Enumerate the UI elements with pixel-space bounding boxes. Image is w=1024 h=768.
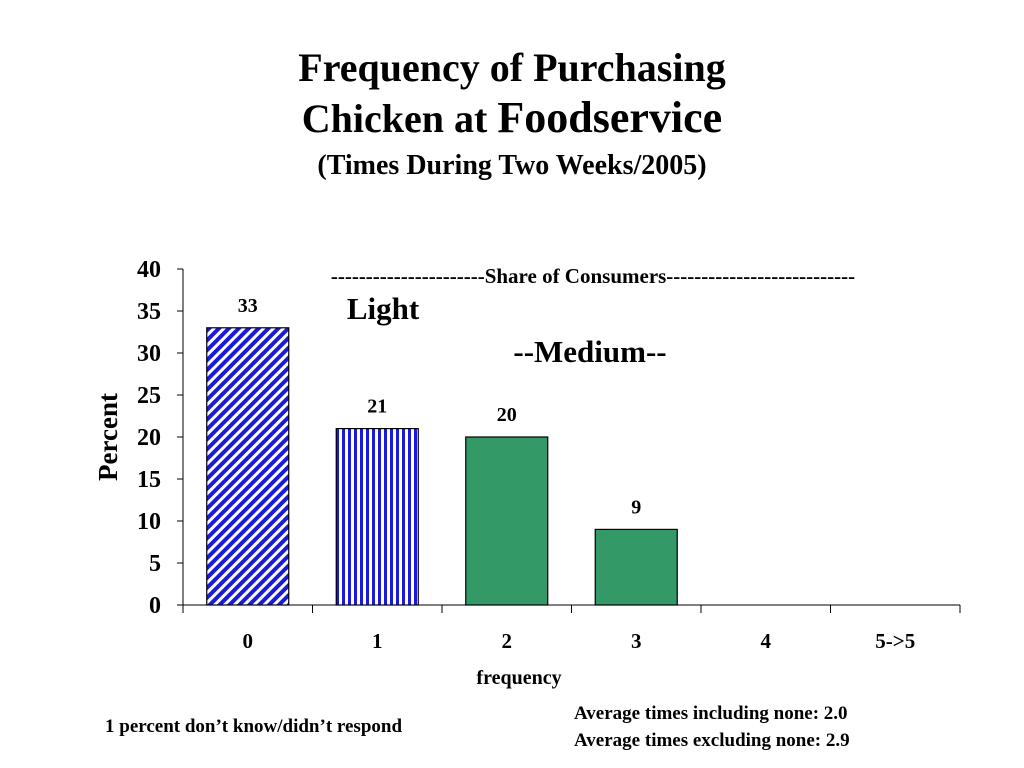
data-label: 20 xyxy=(497,404,517,426)
share-annotation: ----------------------Share of Consumers… xyxy=(331,264,855,288)
labels: 0 5 10 15 20 25 30 35 40 0 33 1 21 2 20 3 9 4 5->5 frequenc… xyxy=(93,257,915,689)
x-tick-label: 5->5 xyxy=(875,629,915,653)
x-tick-label: 2 xyxy=(502,629,513,653)
y-tick-label: 25 xyxy=(137,383,161,409)
title-line-2: Chicken at Foodservice xyxy=(0,92,1024,145)
x-tick-label: 4 xyxy=(761,629,772,653)
bars xyxy=(206,327,678,606)
y-axis-title: Percent xyxy=(93,393,123,481)
bar xyxy=(594,528,678,606)
y-tick-label: 5 xyxy=(149,551,161,577)
light-annotation: Light xyxy=(347,291,420,326)
y-tick-label: 10 xyxy=(137,509,161,535)
data-label: 21 xyxy=(367,396,387,418)
nonresponse-note: 1 percent don’t know/didn’t respond xyxy=(105,716,403,737)
y-tick-label: 30 xyxy=(137,341,161,367)
y-tick-label: 20 xyxy=(137,425,161,451)
average-including-none: Average times including none: 2.0 xyxy=(574,703,848,724)
medium-annotation: --Medium-- xyxy=(513,334,666,369)
average-notes: Average times including none: 2.0 Averag… xyxy=(574,700,850,754)
bar xyxy=(206,327,290,606)
y-tick-label: 0 xyxy=(149,593,161,619)
y-tick-label: 15 xyxy=(137,467,161,493)
x-tick-label: 0 xyxy=(243,629,254,653)
bar xyxy=(335,428,419,606)
x-tick-label: 3 xyxy=(631,629,642,653)
data-label: 33 xyxy=(238,295,258,317)
y-tick-label: 40 xyxy=(137,257,161,283)
title-line-2b: Foodservice xyxy=(497,93,723,142)
axes xyxy=(177,268,961,613)
title-line-1: Frequency of Purchasing xyxy=(298,45,726,90)
x-axis-title: frequency xyxy=(476,667,561,689)
title-line-2a: Chicken at xyxy=(301,96,498,141)
data-label: 9 xyxy=(631,496,641,518)
title-line-3: (Times During Two Weeks/2005) xyxy=(317,149,707,181)
chart-title: Frequency of Purchasing Chicken at Foods… xyxy=(0,44,1024,182)
y-tick-label: 35 xyxy=(137,299,161,325)
bar xyxy=(465,436,549,606)
average-excluding-none: Average times excluding none: 2.9 xyxy=(574,730,850,751)
x-tick-label: 1 xyxy=(372,629,383,653)
